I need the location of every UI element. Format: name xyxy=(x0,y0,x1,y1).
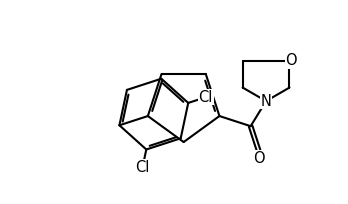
Text: O: O xyxy=(286,53,297,68)
Text: Cl: Cl xyxy=(135,160,150,175)
Text: N: N xyxy=(261,94,271,109)
Text: Cl: Cl xyxy=(198,90,213,105)
Text: O: O xyxy=(253,151,265,166)
